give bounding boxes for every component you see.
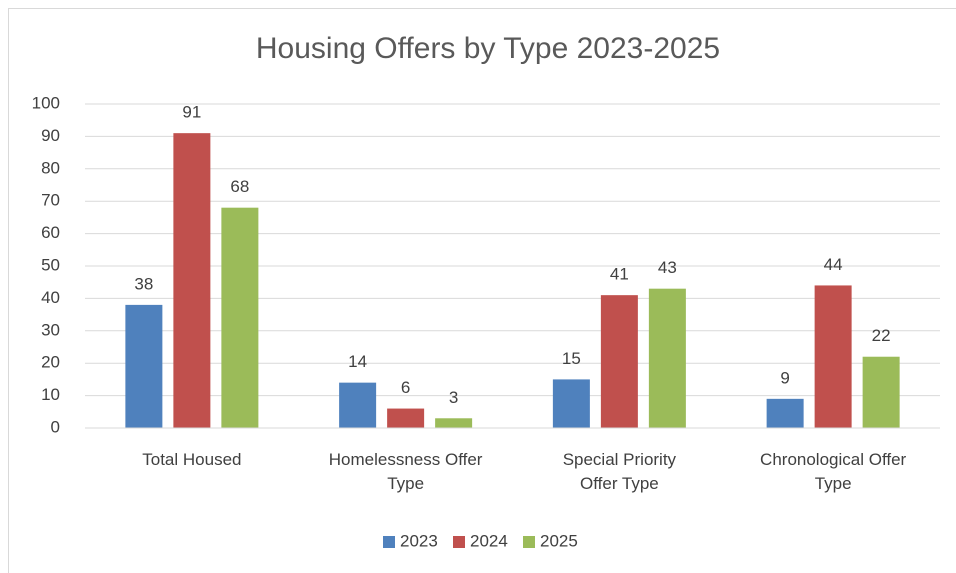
legend-label: 2023	[400, 531, 438, 550]
y-tick-label: 80	[41, 158, 60, 177]
x-tick-label: Total Housed	[142, 450, 241, 469]
data-label: 38	[134, 274, 153, 293]
chart-title: Housing Offers by Type 2023-2025	[256, 32, 720, 65]
bar	[125, 304, 163, 428]
bar	[173, 133, 211, 428]
y-tick-label: 30	[41, 320, 60, 339]
y-tick-label: 40	[41, 288, 60, 307]
data-label: 14	[348, 352, 367, 371]
y-tick-label: 90	[41, 126, 60, 145]
bar	[862, 356, 900, 428]
legend-label: 2025	[540, 531, 578, 550]
chart-frame	[8, 8, 956, 573]
y-tick-label: 50	[41, 255, 60, 274]
bar	[435, 418, 473, 428]
x-tick-label: Special Priority Offer Type	[563, 450, 677, 493]
bar	[387, 408, 425, 428]
bar	[648, 288, 686, 428]
data-label: 43	[658, 258, 677, 277]
data-label: 22	[872, 326, 891, 345]
x-tick-label: Homelessness Offer Type	[329, 450, 483, 493]
legend-swatch	[523, 536, 535, 548]
bar	[814, 285, 852, 428]
bar	[221, 207, 259, 428]
x-tick-label: Chronological Offer Type	[760, 450, 906, 493]
legend-swatch	[453, 536, 465, 548]
data-label: 41	[610, 265, 629, 284]
data-label: 9	[780, 368, 789, 387]
data-label: 6	[401, 378, 410, 397]
y-tick-label: 20	[41, 353, 60, 372]
data-label: 15	[562, 349, 581, 368]
y-tick-label: 100	[32, 93, 60, 112]
y-tick-label: 0	[51, 417, 60, 436]
data-label: 68	[230, 177, 249, 196]
bar	[339, 382, 377, 428]
y-tick-label: 10	[41, 385, 60, 404]
y-tick-label: 60	[41, 223, 60, 242]
y-tick-label: 70	[41, 191, 60, 210]
bar	[766, 398, 804, 428]
legend-swatch	[383, 536, 395, 548]
legend-label: 2024	[470, 531, 508, 550]
bar	[600, 295, 638, 428]
data-label: 44	[824, 255, 843, 274]
data-label: 3	[449, 388, 458, 407]
bar	[552, 379, 590, 428]
data-label: 91	[182, 103, 201, 122]
